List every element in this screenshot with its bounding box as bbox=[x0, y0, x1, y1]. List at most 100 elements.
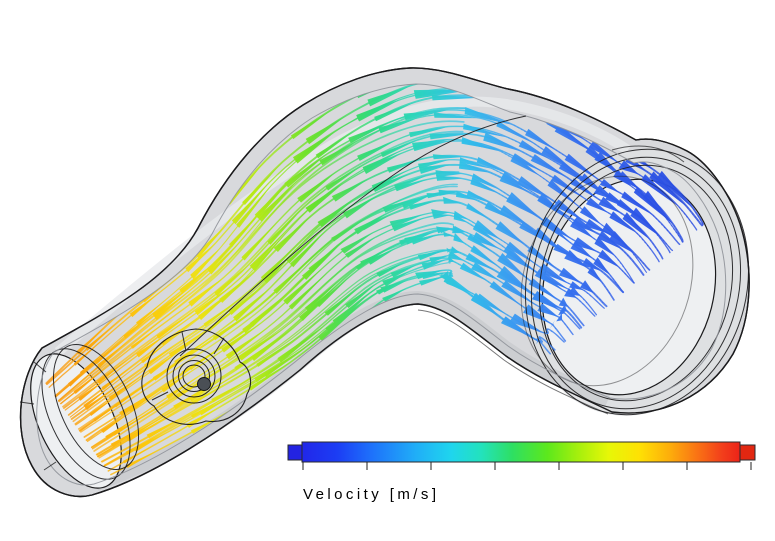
velocity-dart bbox=[233, 287, 271, 322]
velocity-dart bbox=[125, 450, 158, 468]
velocity-dart bbox=[123, 314, 153, 339]
velocity-dart bbox=[459, 262, 488, 282]
velocity-dart bbox=[129, 292, 160, 318]
velocity-dart bbox=[570, 178, 599, 199]
trajectory-trail bbox=[621, 248, 636, 264]
velocity-dart bbox=[431, 95, 485, 101]
velocity-dart bbox=[409, 126, 450, 138]
velocity-dart bbox=[599, 179, 620, 193]
velocity-dart bbox=[331, 178, 369, 202]
velocity-dart bbox=[394, 175, 427, 190]
velocity-dart bbox=[219, 271, 255, 303]
velocity-dart bbox=[471, 173, 501, 191]
trajectory-trail bbox=[646, 222, 663, 242]
velocity-dart bbox=[541, 146, 578, 174]
velocity-dart bbox=[447, 266, 450, 274]
trajectory bbox=[98, 249, 451, 459]
velocity-dart bbox=[228, 283, 267, 315]
velocity-dart bbox=[380, 139, 418, 158]
velocity-dart bbox=[473, 220, 501, 240]
velocity-dart bbox=[608, 231, 635, 254]
velocity-dart bbox=[483, 132, 523, 152]
trajectory-trail bbox=[585, 140, 610, 158]
velocity-dart bbox=[76, 326, 106, 355]
velocity-dart bbox=[466, 190, 493, 204]
velocity-dart bbox=[374, 101, 417, 122]
boss-ring bbox=[182, 364, 206, 388]
trajectory-trail bbox=[550, 323, 553, 326]
velocity-dart bbox=[133, 431, 169, 452]
velocity-dart bbox=[195, 226, 225, 259]
velocity-dart bbox=[450, 246, 460, 254]
velocity-dart bbox=[589, 140, 620, 164]
velocity-dart bbox=[304, 277, 344, 311]
velocity-dart bbox=[254, 351, 301, 382]
trajectory-trail bbox=[558, 309, 564, 313]
trajectory-trail bbox=[601, 270, 614, 282]
velocity-dart bbox=[362, 150, 402, 172]
velocity-dart bbox=[156, 310, 195, 339]
velocity-dart bbox=[152, 287, 189, 318]
color-legend: Velocity [m/s] bbox=[287, 441, 756, 503]
velocity-dart bbox=[495, 221, 526, 245]
velocity-dart bbox=[527, 245, 558, 270]
velocity-dart bbox=[378, 117, 420, 134]
trajectory-trail bbox=[649, 239, 661, 256]
edge-line bbox=[33, 361, 47, 373]
velocity-dart bbox=[367, 248, 397, 265]
velocity-dart bbox=[459, 161, 492, 173]
velocity-dart bbox=[252, 232, 287, 271]
velocity-dart bbox=[231, 182, 269, 225]
velocity-dart bbox=[497, 253, 527, 278]
velocity-dart bbox=[318, 305, 360, 341]
velocity-dart bbox=[85, 388, 114, 411]
velocity-dart bbox=[319, 140, 359, 166]
velocity-dart bbox=[325, 300, 366, 333]
edge-line bbox=[179, 115, 527, 357]
legend-colorbar bbox=[301, 441, 741, 463]
velocity-dart bbox=[345, 283, 377, 308]
velocity-dart bbox=[429, 133, 470, 140]
velocity-dart bbox=[356, 98, 400, 121]
velocity-dart bbox=[179, 263, 214, 294]
velocity-dart bbox=[447, 251, 465, 261]
trajectory-trail bbox=[555, 149, 583, 168]
velocity-dart bbox=[554, 125, 593, 153]
velocity-dart bbox=[413, 89, 468, 97]
velocity-dart bbox=[463, 123, 509, 138]
velocity-dart bbox=[593, 257, 611, 276]
velocity-dart bbox=[154, 290, 191, 321]
velocity-dart bbox=[418, 164, 450, 174]
velocity-dart bbox=[551, 174, 585, 199]
velocity-dart bbox=[470, 245, 499, 267]
trajectory-trail bbox=[546, 122, 572, 138]
velocity-dart bbox=[539, 271, 569, 290]
velocity-dart bbox=[412, 141, 450, 152]
trajectory-trail bbox=[549, 158, 577, 176]
velocity-dart bbox=[221, 322, 262, 353]
velocity-dart bbox=[417, 250, 444, 261]
velocity-dart bbox=[382, 288, 407, 302]
velocity-dart bbox=[386, 158, 423, 173]
velocity-dart bbox=[558, 267, 581, 283]
velocity-dart bbox=[622, 212, 651, 240]
trajectory-trail bbox=[618, 267, 631, 280]
legend-ticks bbox=[302, 462, 752, 470]
edge-ring bbox=[530, 156, 742, 410]
velocity-dart bbox=[189, 342, 229, 370]
velocity-dart bbox=[461, 137, 502, 152]
trajectory bbox=[60, 107, 466, 405]
velocity-dart bbox=[94, 338, 126, 365]
trajectory-trail bbox=[686, 206, 701, 224]
edge-line bbox=[43, 461, 57, 471]
model-edges bbox=[19, 67, 750, 498]
trajectory-trail bbox=[539, 337, 543, 340]
velocity-dart bbox=[305, 115, 347, 145]
velocity-dart bbox=[357, 139, 398, 161]
velocity-dart bbox=[128, 388, 162, 413]
velocity-dart bbox=[68, 362, 96, 387]
boss-ring bbox=[166, 348, 222, 404]
velocity-dart bbox=[459, 157, 494, 169]
velocity-dart bbox=[432, 154, 466, 160]
